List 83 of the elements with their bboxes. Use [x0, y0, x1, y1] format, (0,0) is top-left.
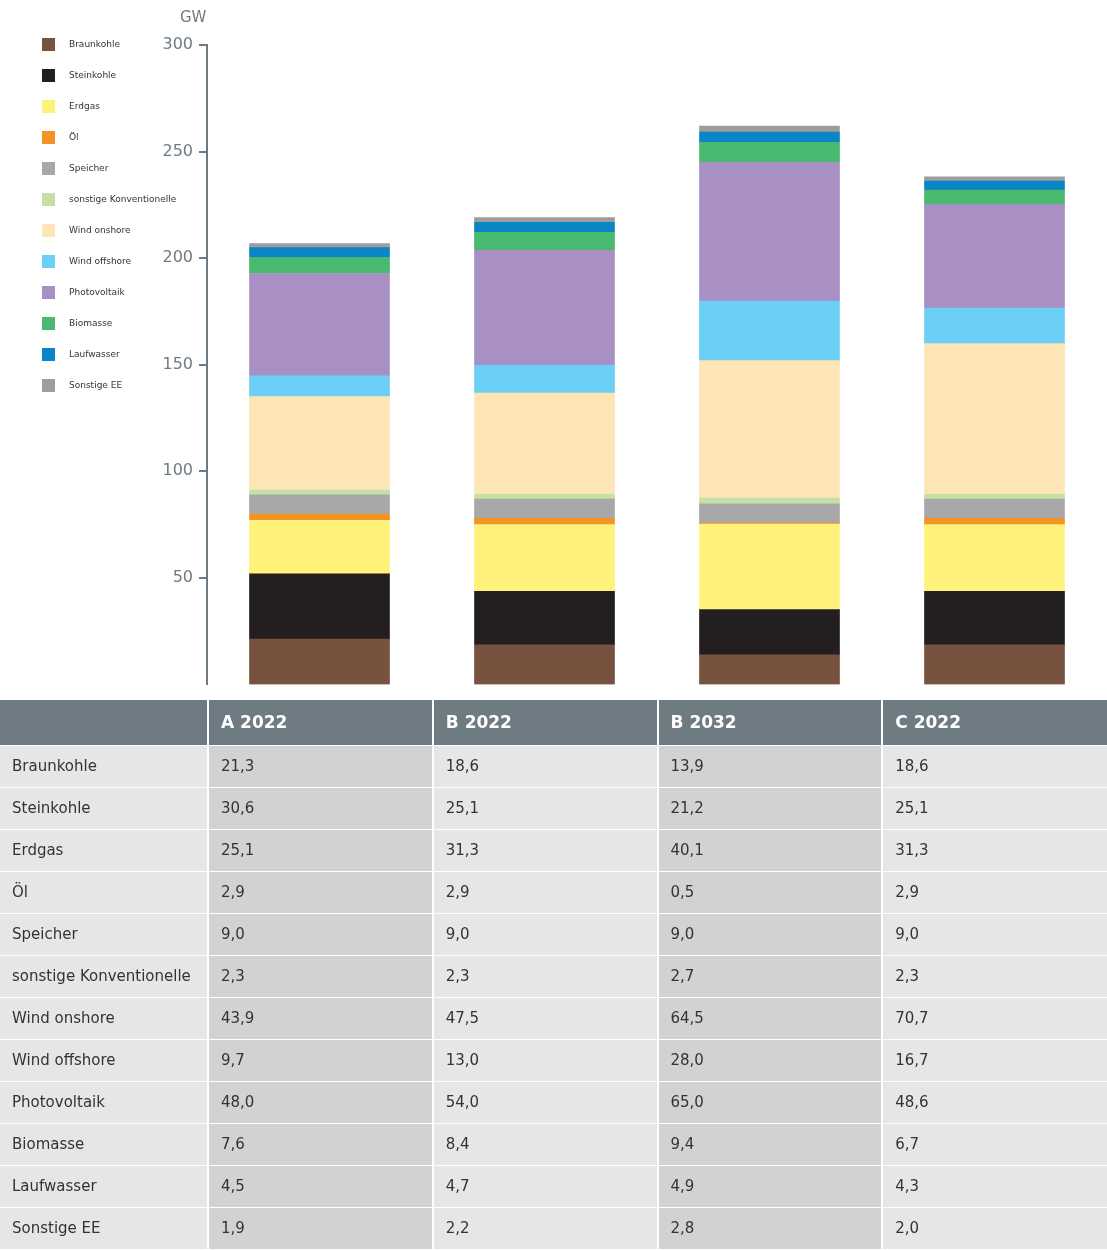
data-label: 8,4: [432, 1123, 658, 1166]
data-label: 9,0: [208, 913, 433, 956]
text: Biomasse: [12, 1135, 85, 1154]
y-tick-label: 300: [162, 34, 193, 54]
y-tick-label: 250: [162, 140, 193, 160]
legend-label: Speicher: [69, 163, 109, 173]
data-label: 9,0: [882, 913, 1107, 956]
y-axis-title: GW: [180, 8, 207, 26]
data-label: 31,3: [882, 829, 1107, 872]
data-label: 9,4: [657, 1123, 883, 1166]
data-label: 4,5: [208, 1165, 433, 1208]
data-label: 16,7: [882, 1039, 1107, 1082]
data-label: 6,7: [882, 1123, 1107, 1166]
x-tick-label: A 2022: [208, 700, 433, 746]
data-label: 25,1: [432, 787, 658, 830]
data-label: 43,9: [208, 997, 433, 1040]
text: Erdgas: [12, 841, 64, 860]
data-label: 30,6: [208, 787, 433, 830]
y-tick-label: 150: [162, 353, 193, 373]
y-tick-label: 200: [162, 247, 193, 267]
legend-label: Laufwasser: [69, 349, 120, 359]
data-label: 13,0: [432, 1039, 658, 1082]
data-label: 0,5: [657, 871, 883, 914]
text: Speicher: [12, 925, 78, 944]
data-label: 65,0: [657, 1081, 883, 1124]
legend-label: Biomasse: [69, 318, 113, 328]
data-label: 13,9: [657, 745, 883, 788]
data-label: 2,0: [882, 1207, 1107, 1250]
legend-label: Sonstige EE: [69, 380, 123, 390]
x-tick-label: C 2022: [882, 700, 1107, 746]
legend-label: Wind offshore: [69, 256, 132, 266]
text: Sonstige EE: [12, 1219, 101, 1238]
text: Steinkohle: [12, 799, 91, 818]
legend-label: Photovoltaik: [69, 287, 125, 297]
legend-label: Wind onshore: [69, 225, 131, 235]
data-label: 2,8: [657, 1207, 883, 1250]
y-tick-label: 100: [162, 460, 193, 480]
data-label: 70,7: [882, 997, 1107, 1040]
text: Photovoltaik: [12, 1093, 105, 1112]
data-label: 48,6: [882, 1081, 1107, 1124]
data-label: 4,9: [657, 1165, 883, 1208]
data-label: 2,7: [657, 955, 883, 998]
x-tick-label: B 2032: [657, 700, 883, 746]
data-label: 2,9: [208, 871, 433, 914]
data-label: 9,7: [208, 1039, 433, 1082]
data-label: 25,1: [882, 787, 1107, 830]
x-tick-label: B 2022: [432, 700, 658, 746]
data-label: 25,1: [208, 829, 433, 872]
data-label: 18,6: [882, 745, 1107, 788]
data-label: 40,1: [657, 829, 883, 872]
data-label: 9,0: [432, 913, 658, 956]
legend-label: Öl: [69, 132, 79, 142]
data-label: 2,9: [432, 871, 658, 914]
legend-label: Braunkohle: [69, 39, 120, 49]
y-tick-label: 50: [172, 566, 193, 586]
text: Öl: [12, 883, 28, 902]
legend-label: sonstige Konventionelle: [69, 194, 177, 204]
data-label: 21,2: [657, 787, 883, 830]
data-label: 1,9: [208, 1207, 433, 1250]
data-label: 48,0: [208, 1081, 433, 1124]
data-label: 9,0: [657, 913, 883, 956]
data-label: 31,3: [432, 829, 658, 872]
data-label: 4,3: [882, 1165, 1107, 1208]
data-label: 2,3: [882, 955, 1107, 998]
text: sonstige Konventionelle: [12, 967, 191, 986]
legend-label: Erdgas: [69, 101, 100, 111]
text: Braunkohle: [12, 757, 97, 776]
text: Wind offshore: [12, 1051, 116, 1070]
data-label: 7,6: [208, 1123, 433, 1166]
text: Laufwasser: [12, 1177, 97, 1196]
data-label: 64,5: [657, 997, 883, 1040]
data-label: 47,5: [432, 997, 658, 1040]
data-label: 18,6: [432, 745, 658, 788]
data-label: 54,0: [432, 1081, 658, 1124]
data-label: 2,2: [432, 1207, 658, 1250]
data-label: 2,3: [432, 955, 658, 998]
data-label: 4,7: [432, 1165, 658, 1208]
data-label: 21,3: [208, 745, 433, 788]
data-label: 2,3: [208, 955, 433, 998]
legend-label: Steinkohle: [69, 70, 117, 80]
data-label: 2,9: [882, 871, 1107, 914]
data-label: 28,0: [657, 1039, 883, 1082]
text: Wind onshore: [12, 1009, 115, 1028]
